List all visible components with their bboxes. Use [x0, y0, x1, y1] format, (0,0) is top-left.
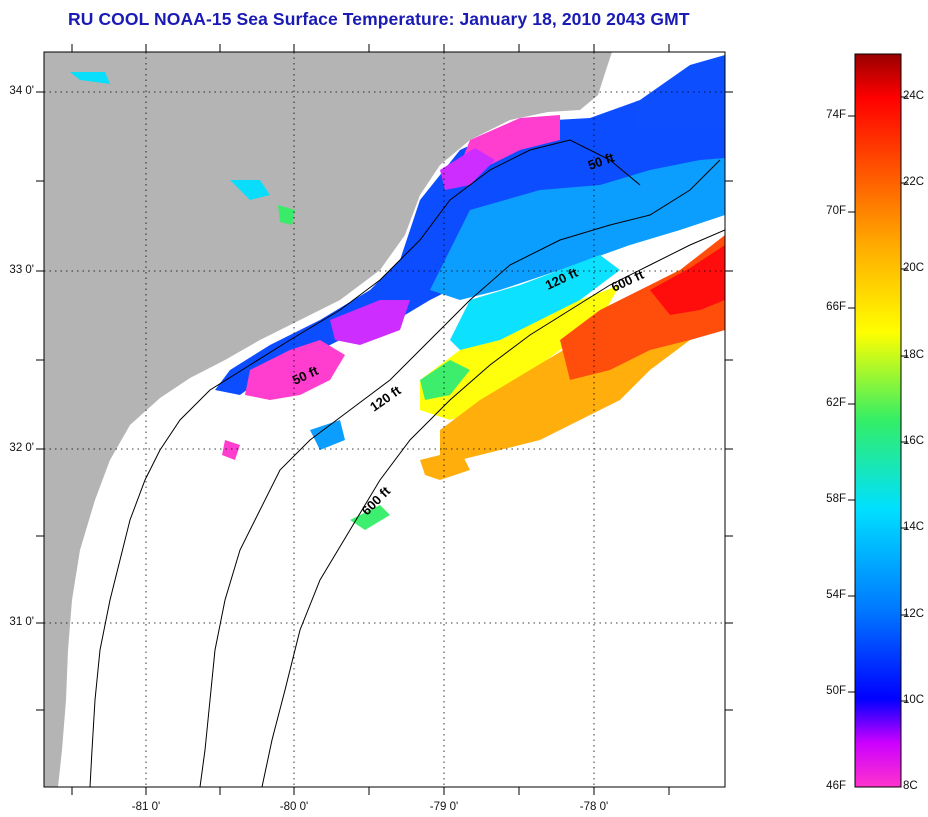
colorbar-c-label-24: 24C	[903, 90, 925, 102]
land-mass	[44, 52, 612, 787]
lon-label-81: -81 0'	[131, 801, 161, 813]
colorbar-f-label-62: 62F	[826, 397, 846, 409]
contour-50ft	[89, 139, 641, 787]
graticule	[44, 52, 725, 787]
lat-label-32: 32 0'	[9, 442, 34, 454]
colorbar-f-label-50: 50F	[826, 685, 846, 697]
colorbar-f-label-66: 66F	[826, 301, 846, 313]
lon-label-78: -78 0'	[579, 801, 609, 813]
lon-label-80: -80 0'	[279, 801, 309, 813]
lat-label-33: 33 0'	[9, 264, 34, 276]
map-title: RU COOL NOAA-15 Sea Surface Temperature:…	[68, 9, 690, 29]
colorbar	[854, 53, 902, 788]
lat-label-31: 31 0'	[9, 616, 34, 628]
colorbar-c-label-14: 14C	[903, 521, 925, 533]
colorbar-ticks	[848, 96, 908, 702]
map-frame	[43, 51, 726, 788]
lon-label-79: -79 0'	[429, 801, 459, 813]
colorbar-c-label-8: 8C	[903, 780, 918, 792]
colorbar-c-label-18: 18C	[903, 349, 925, 361]
colorbar-f-label-54: 54F	[826, 589, 846, 601]
axis-ticks	[36, 44, 733, 795]
colorbar-c-label-12: 12C	[903, 608, 925, 620]
sst-data-layer	[70, 55, 725, 530]
colorbar-c-label-20: 20C	[903, 262, 925, 274]
contour-120ft	[199, 159, 721, 787]
colorbar-f-label-46: 46F	[826, 780, 846, 792]
colorbar-c-label-10: 10C	[903, 694, 925, 706]
colorbar-f-label-58: 58F	[826, 493, 846, 505]
colorbar-f-label-74: 74F	[826, 109, 846, 121]
colorbar-f-label-70: 70F	[826, 205, 846, 217]
lat-label-34: 34 0'	[9, 85, 34, 97]
contour-600ft	[261, 229, 725, 787]
colorbar-c-label-22: 22C	[903, 176, 925, 188]
colorbar-c-label-16: 16C	[903, 435, 925, 447]
